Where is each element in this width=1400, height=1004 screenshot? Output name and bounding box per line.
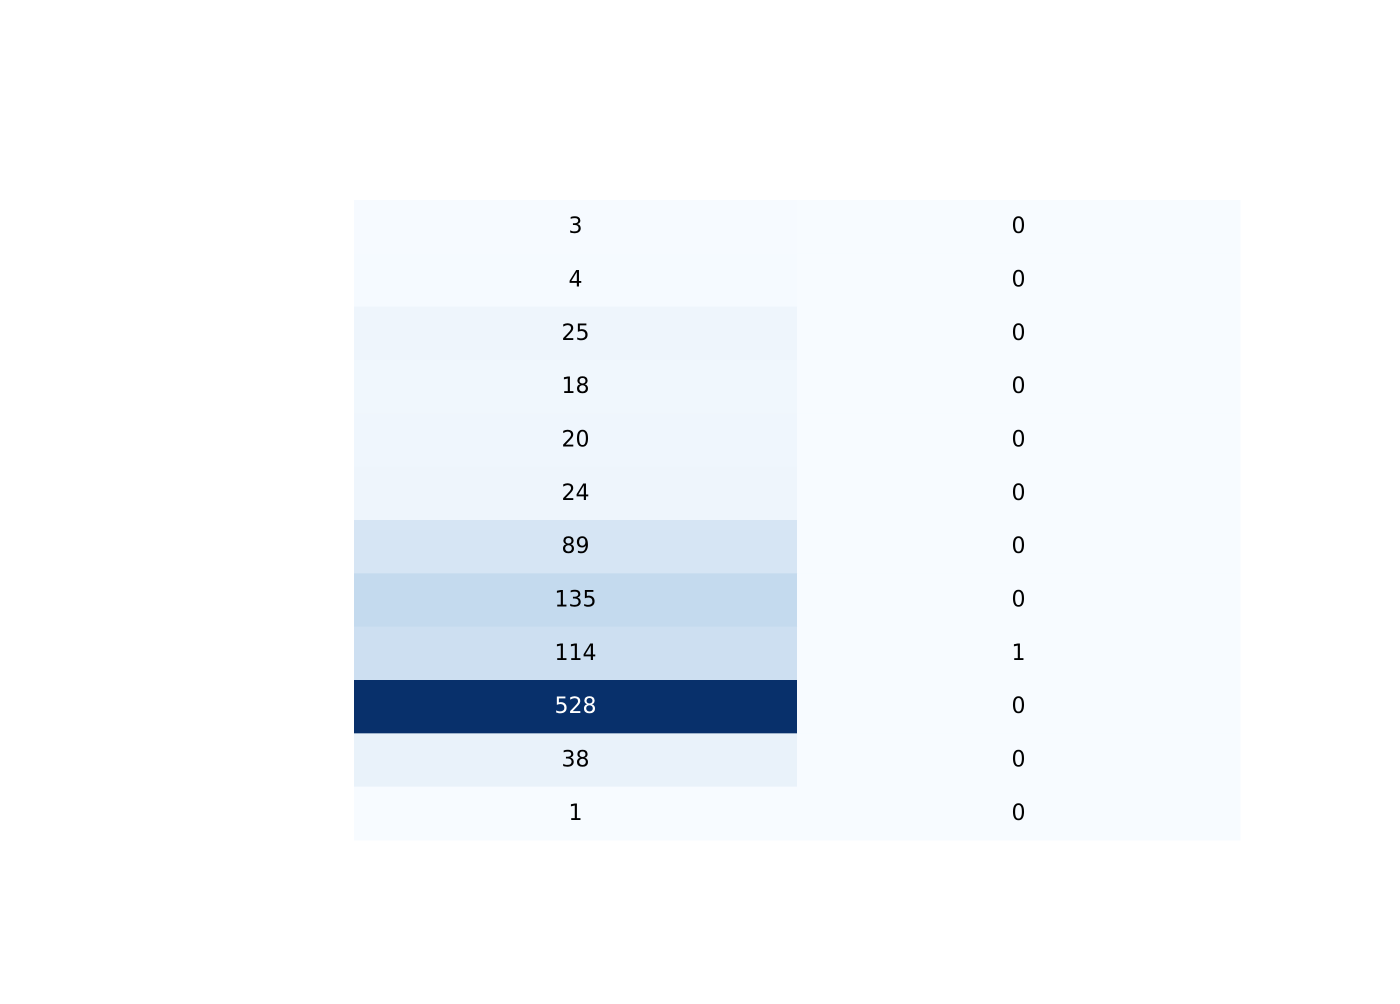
heatmap-cell-r6-c1: [797, 520, 1241, 574]
heatmap-cell-label-r8-c0: 114: [555, 641, 597, 666]
heatmap-cell-r8-c0: [354, 626, 798, 681]
heatmap-cell-label-r9-c1: 0: [1012, 694, 1026, 719]
heatmap-cell-label-r1-c1: 0: [1012, 268, 1026, 293]
heatmap-cell-label-r6-c0: 89: [562, 534, 590, 559]
heatmap-cell-r2-c1: [797, 306, 1241, 361]
heatmap-cell-label-r1-c0: 4: [569, 268, 583, 293]
heatmap-cell-r3-c0: [354, 360, 798, 414]
heatmap-cell-label-r11-c1: 0: [1012, 801, 1026, 826]
heatmap-cell-r4-c1: [797, 413, 1241, 468]
heatmap-cell-r0-c0: [354, 200, 798, 254]
heatmap-cell-r7-c0: [354, 573, 798, 628]
heatmap-cell-label-r4-c1: 0: [1012, 428, 1026, 453]
heatmap-cell-r10-c1: [797, 733, 1241, 788]
heatmap-cell-label-r4-c0: 20: [562, 428, 590, 453]
heatmap-cell-r11-c1: [797, 786, 1241, 841]
heatmap-cell-label-r7-c1: 0: [1012, 588, 1026, 613]
heatmap-cell-r5-c1: [797, 466, 1241, 521]
heatmap-cell-label-r0-c1: 0: [1012, 214, 1026, 239]
heatmap-cell-label-r6-c1: 0: [1012, 534, 1026, 559]
heatmap-cell-r1-c1: [797, 253, 1241, 308]
heatmap-cell-r3-c1: [797, 360, 1241, 414]
heatmap-cell-label-r2-c0: 25: [562, 321, 590, 346]
heatmap-cell-label-r9-c0: 528: [555, 694, 597, 719]
heatmap-cell-label-r7-c0: 135: [555, 588, 597, 613]
heatmap-cell-r9-c0: [354, 680, 798, 734]
heatmap-cell-r0-c1: [797, 200, 1241, 254]
heatmap-cell-r1-c0: [354, 253, 798, 308]
heatmap-cell-label-r10-c1: 0: [1012, 748, 1026, 773]
heatmap-cell-r11-c0: [354, 786, 798, 841]
heatmap-cell-r2-c0: [354, 306, 798, 361]
heatmap-cell-r5-c0: [354, 466, 798, 521]
heatmap-cell-label-r5-c1: 0: [1012, 481, 1026, 506]
heatmap-cell-label-r8-c1: 1: [1012, 641, 1026, 666]
heatmap-cell-r7-c1: [797, 573, 1241, 628]
heatmap-cell-r8-c1: [797, 626, 1241, 681]
heatmap-cell-label-r0-c0: 3: [569, 214, 583, 239]
heatmap-cell-label-r3-c1: 0: [1012, 374, 1026, 399]
heatmap-cell-label-r3-c0: 18: [562, 374, 590, 399]
heatmap-cell-labels: 3 0 4 0 25 0 18 0 20 0 24 0 89 0 135 0 114 1 528 0 38 0 1 0: [555, 214, 1026, 826]
heatmap-cell-label-r10-c0: 38: [562, 748, 590, 773]
heatmap-cells: [354, 200, 1241, 841]
heatmap-cell-r6-c0: [354, 520, 798, 574]
heatmap-cell-label-r2-c1: 0: [1012, 321, 1026, 346]
heatmap-cell-label-r11-c0: 1: [569, 801, 583, 826]
heatmap-cell-r10-c0: [354, 733, 798, 788]
heatmap-cell-label-r5-c0: 24: [562, 481, 590, 506]
heatmap-cell-r4-c0: [354, 413, 798, 468]
heatmap-cell-r9-c1: [797, 680, 1241, 734]
